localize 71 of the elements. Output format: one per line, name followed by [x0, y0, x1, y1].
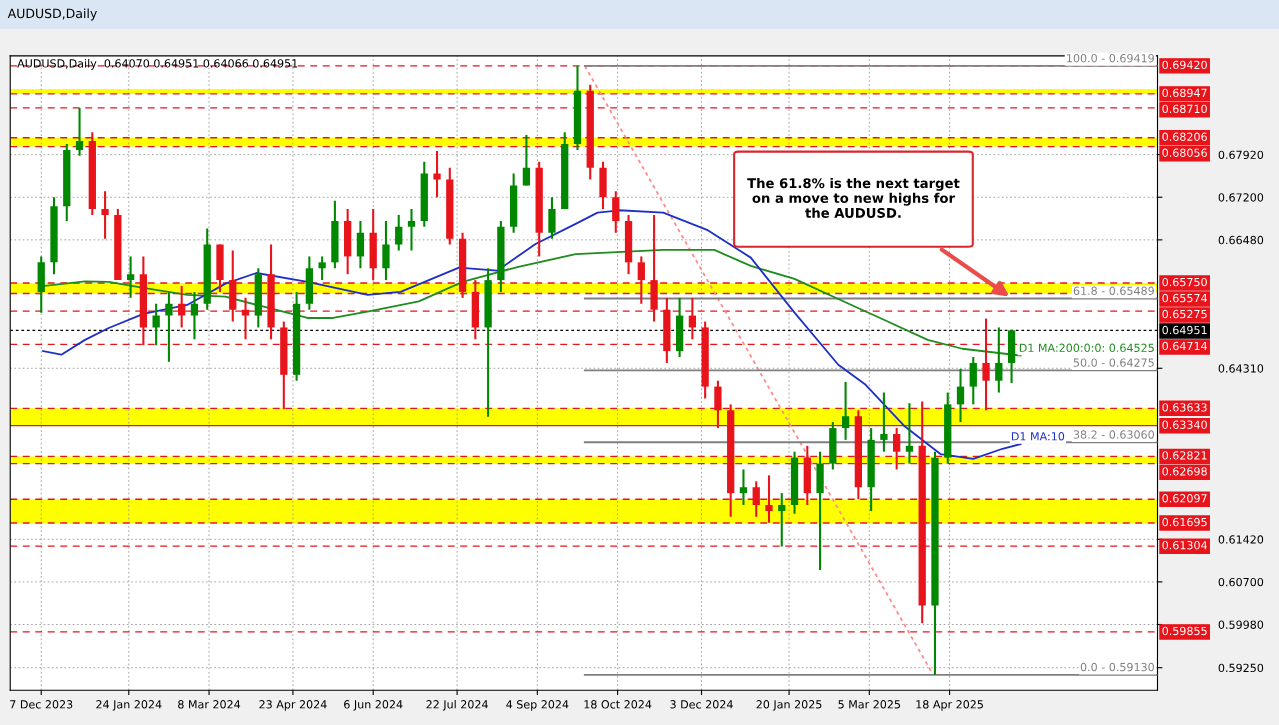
y-tick-label: 0.67920 — [1218, 150, 1264, 160]
series-label: D1 MA:10 — [1011, 432, 1065, 441]
candlestick — [612, 190, 620, 234]
x-tick-label: 22 Jul 2024 — [426, 699, 488, 711]
ref-line-label: 0.68206 — [1162, 132, 1207, 141]
candlestick — [356, 219, 365, 270]
y-tick-label: 0.67200 — [1218, 193, 1264, 202]
y-tick-label: 0.60700 — [1218, 577, 1264, 587]
ref-line-label: 0.68710 — [1162, 104, 1207, 114]
candlestick — [905, 402, 914, 465]
ref-line-label: 0.63340 — [1162, 420, 1207, 429]
ref-line-label: 0.62698 — [1162, 467, 1207, 476]
ref-line-label: 0.65750 — [1162, 277, 1207, 287]
x-tick-label: 20 Jan 2025 — [756, 700, 822, 711]
candlestick — [995, 326, 1003, 394]
ref-line-label: 0.59855 — [1162, 626, 1207, 636]
x-tick-label: 24 Jan 2024 — [96, 700, 162, 711]
ref-line-label: 0.69420 — [1162, 60, 1207, 70]
y-tick-label: 0.66480 — [1218, 235, 1264, 245]
x-tick-label: 6 Jun 2024 — [344, 700, 403, 711]
series-label: 100.0 - 0.69419 — [1067, 54, 1154, 63]
series-label: D1 MA:200:0:0: 0.64525 — [1019, 343, 1154, 353]
x-tick-label: 23 Apr 2024 — [259, 700, 327, 711]
ref-line-label: 0.61304 — [1162, 540, 1207, 550]
candlestick — [880, 391, 888, 453]
x-tick-label: 18 Oct 2024 — [584, 700, 652, 709]
candlestick — [75, 106, 84, 157]
y-tick-label: 0.59250 — [1218, 663, 1264, 673]
candlestick — [841, 380, 850, 441]
candlestick — [152, 302, 160, 347]
y-tick-label: 0.64310 — [1218, 364, 1264, 373]
ref-line-label: 0.64951 — [1162, 325, 1207, 335]
ref-line-label: 0.64714 — [1162, 341, 1207, 351]
candlestick — [433, 150, 441, 199]
candlestick — [548, 196, 556, 240]
ref-line-label: 0.65275 — [1162, 309, 1207, 319]
ref-line-label: 0.63633 — [1162, 403, 1207, 412]
ref-line-label: 0.65574 — [1162, 293, 1207, 303]
candlestick — [101, 190, 109, 240]
candlestick — [382, 219, 390, 282]
ref-line-label: 0.68056 — [1162, 148, 1207, 157]
candlestick — [190, 290, 199, 341]
ref-line-label: 0.62097 — [1162, 494, 1207, 503]
candlestick — [165, 290, 173, 363]
x-tick-label: 5 Mar 2025 — [838, 700, 901, 709]
candlestick — [739, 468, 748, 507]
candlestick — [318, 255, 326, 282]
series-label: 61.8 - 0.65489 — [1073, 286, 1154, 295]
series-label: 38.2 - 0.63060 — [1073, 430, 1154, 439]
x-tick-label: 18 Apr 2025 — [916, 700, 983, 711]
ref-line-label: 0.68947 — [1162, 88, 1207, 98]
candlestick — [969, 355, 977, 406]
series-label: 0.0 - 0.59130 — [1080, 662, 1154, 672]
x-tick-label: 7 Dec 2023 — [10, 700, 73, 709]
candlestick — [126, 255, 135, 299]
candlestick — [395, 213, 403, 252]
chart-subtitle: AUDUSD,Daily 0.64070 0.64951 0.64066 0.64951 — [17, 59, 298, 70]
candlestick — [522, 134, 531, 187]
x-tick-label: 4 Sep 2024 — [506, 700, 569, 711]
candlestick — [778, 492, 786, 548]
candlestick — [956, 367, 965, 424]
ref-line-label: 0.61695 — [1162, 517, 1207, 527]
x-tick-label: 3 Dec 2024 — [670, 700, 733, 709]
series-label: 50.0 - 0.64275 — [1073, 358, 1154, 367]
x-tick-label: 8 Mar 2024 — [178, 700, 241, 709]
annotation: The 61.8% is the next target on a move to new highs for the AUDUSD. — [747, 177, 960, 218]
y-tick-label: 0.59980 — [1218, 620, 1264, 629]
y-tick-label: 0.61420 — [1218, 535, 1264, 544]
ref-line-label: 0.62821 — [1162, 451, 1207, 460]
chart-title: AUDUSD,Daily — [7, 8, 97, 21]
candlestick — [407, 208, 416, 252]
